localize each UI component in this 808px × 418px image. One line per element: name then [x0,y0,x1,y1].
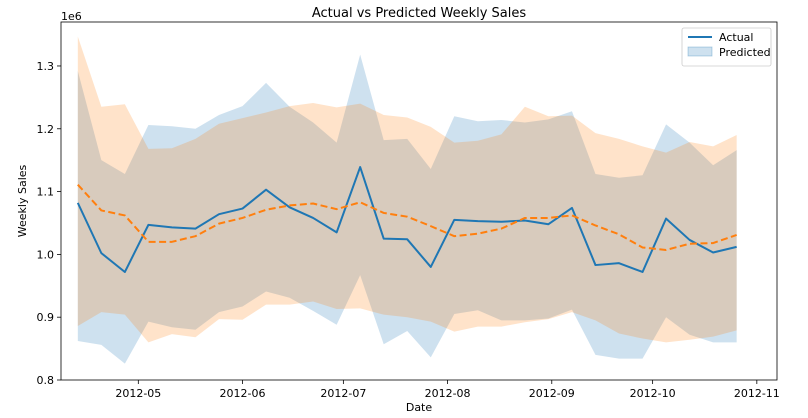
actual-band [77,54,737,364]
plot-frame [60,21,778,381]
legend-predicted-label: Predicted [719,46,771,59]
actual-line [76,166,737,273]
y-tick-label: 1.2 [37,123,55,136]
legend: Actual Predicted [681,27,772,67]
x-tick-label: 2012-08 [425,387,471,400]
y-tick-label: 1.0 [37,248,55,261]
x-tick-label: 2012-10 [630,387,676,400]
x-axis-label: Date [406,401,433,414]
x-tick-label: 2012-06 [220,387,266,400]
legend-predicted-swatch [687,46,713,57]
confidence-bands [77,36,737,364]
x-tick-label: 2012-07 [320,387,366,400]
series-lines [76,166,737,273]
x-tick-label: 2012-09 [529,387,575,400]
y-tick-label: 1.1 [37,186,55,199]
y-axis-label: Weekly Sales [16,164,29,237]
predicted-band [77,36,737,343]
predicted-line [77,183,737,251]
y-axis-ticks: 0.8 0.9 1.0 1.1 1.2 1.3 [37,60,61,387]
y-tick-label: 0.9 [37,311,55,324]
x-axis-ticks: 2012-05 2012-06 2012-07 2012-08 2012-09 2012-… [115,380,780,400]
y-tick-label: 1.3 [37,60,55,73]
y-offset-label: 1e6 [61,10,82,23]
x-tick-label: 2012-11 [734,387,780,400]
x-tick-label: 2012-05 [115,387,161,400]
legend-actual-label: Actual [719,31,753,44]
chart-title: Actual vs Predicted Weekly Sales [312,6,526,21]
y-tick-label: 0.8 [37,374,55,387]
